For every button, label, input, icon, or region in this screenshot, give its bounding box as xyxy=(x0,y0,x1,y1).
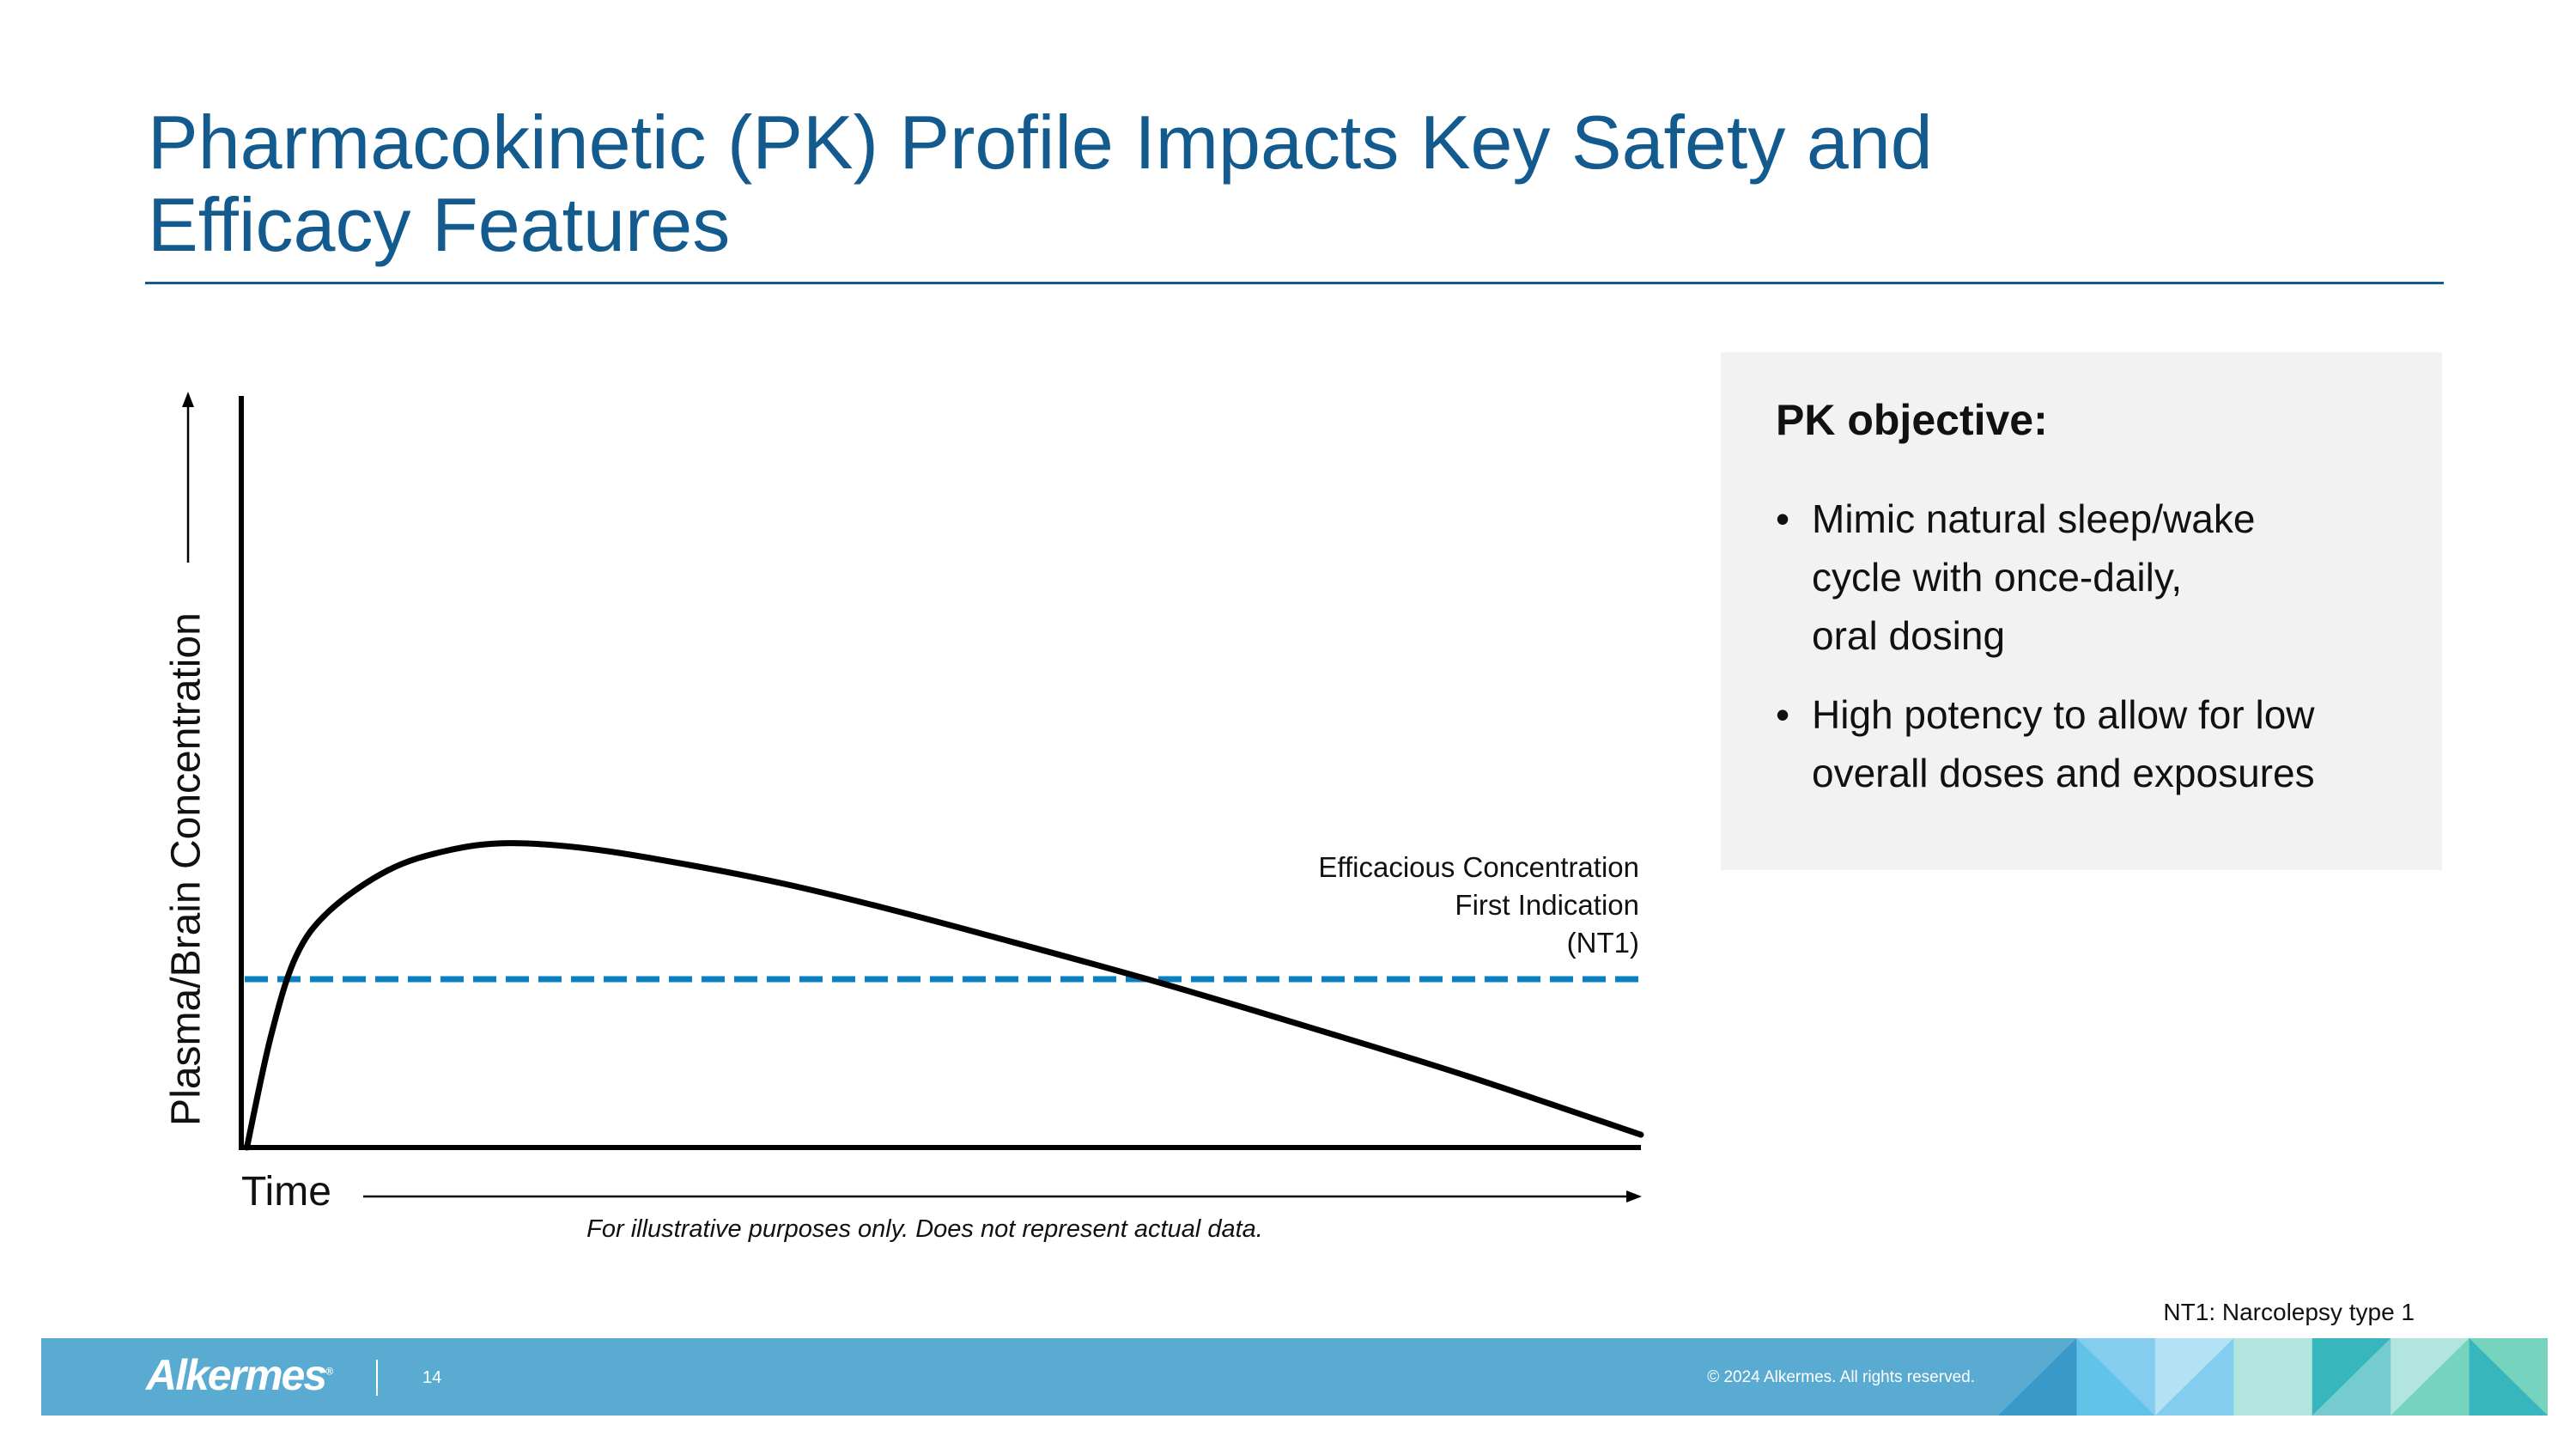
y-axis-label: Plasma/Brain Concentration xyxy=(163,612,210,1126)
bullet-line: overall doses and exposures xyxy=(1812,751,2315,795)
threshold-label: Efficacious Concentration First Indicati… xyxy=(1318,849,1639,962)
title-line-2: Efficacy Features xyxy=(148,182,731,267)
objective-bullet: • Mimic natural sleep/wake cycle with on… xyxy=(1776,490,2428,665)
chart-caption: For illustrative purposes only. Does not… xyxy=(586,1215,1263,1243)
title-divider xyxy=(145,282,2444,284)
threshold-label-line: Efficacious Concentration xyxy=(1318,851,1639,883)
bullet-icon: • xyxy=(1776,692,1790,737)
footer-separator xyxy=(376,1360,378,1396)
footer-decoration xyxy=(1998,1338,2548,1416)
decor-triangle xyxy=(1998,1338,2077,1416)
decor-block xyxy=(2233,1338,2313,1416)
page-title: Pharmacokinetic (PK) Profile Impacts Key… xyxy=(148,101,1933,266)
decor-triangle xyxy=(2391,1338,2470,1416)
alkermes-logo: Alkermes® xyxy=(146,1350,333,1400)
threshold-label-line: (NT1) xyxy=(1566,927,1639,959)
x-axis-label: Time xyxy=(241,1169,331,1215)
decor-triangle xyxy=(2469,1338,2548,1416)
bullet-icon: • xyxy=(1776,496,1790,541)
page-number: 14 xyxy=(422,1368,442,1387)
pk-objective-panel: PK objective: • Mimic natural sleep/wake… xyxy=(1721,352,2442,870)
logo-mark: ® xyxy=(325,1365,333,1378)
bullet-line: Mimic natural sleep/wake xyxy=(1812,496,2256,541)
bullet-line: oral dosing xyxy=(1812,613,2006,658)
decor-triangle xyxy=(2154,1338,2234,1416)
threshold-label-line: First Indication xyxy=(1455,889,1639,921)
concentration-curve xyxy=(244,840,1644,1151)
bullet-line: cycle with once-daily, xyxy=(1812,555,2183,600)
bullet-line: High potency to allow for low xyxy=(1812,692,2315,737)
arrow-up-icon xyxy=(182,392,194,407)
title-line-1: Pharmacokinetic (PK) Profile Impacts Key… xyxy=(148,100,1933,185)
objective-list: • Mimic natural sleep/wake cycle with on… xyxy=(1776,490,2428,823)
decor-triangle xyxy=(2312,1338,2391,1416)
copyright: © 2024 Alkermes. All rights reserved. xyxy=(1707,1368,1975,1386)
logo-text: Alkermes xyxy=(146,1351,327,1399)
objective-bullet: • High potency to allow for low overall … xyxy=(1776,685,2428,802)
arrow-right-icon xyxy=(1626,1190,1642,1202)
panel-heading: PK objective: xyxy=(1776,396,2048,444)
decor-triangle xyxy=(2076,1338,2155,1416)
footnote: NT1: Narcolepsy type 1 xyxy=(2163,1299,2415,1325)
